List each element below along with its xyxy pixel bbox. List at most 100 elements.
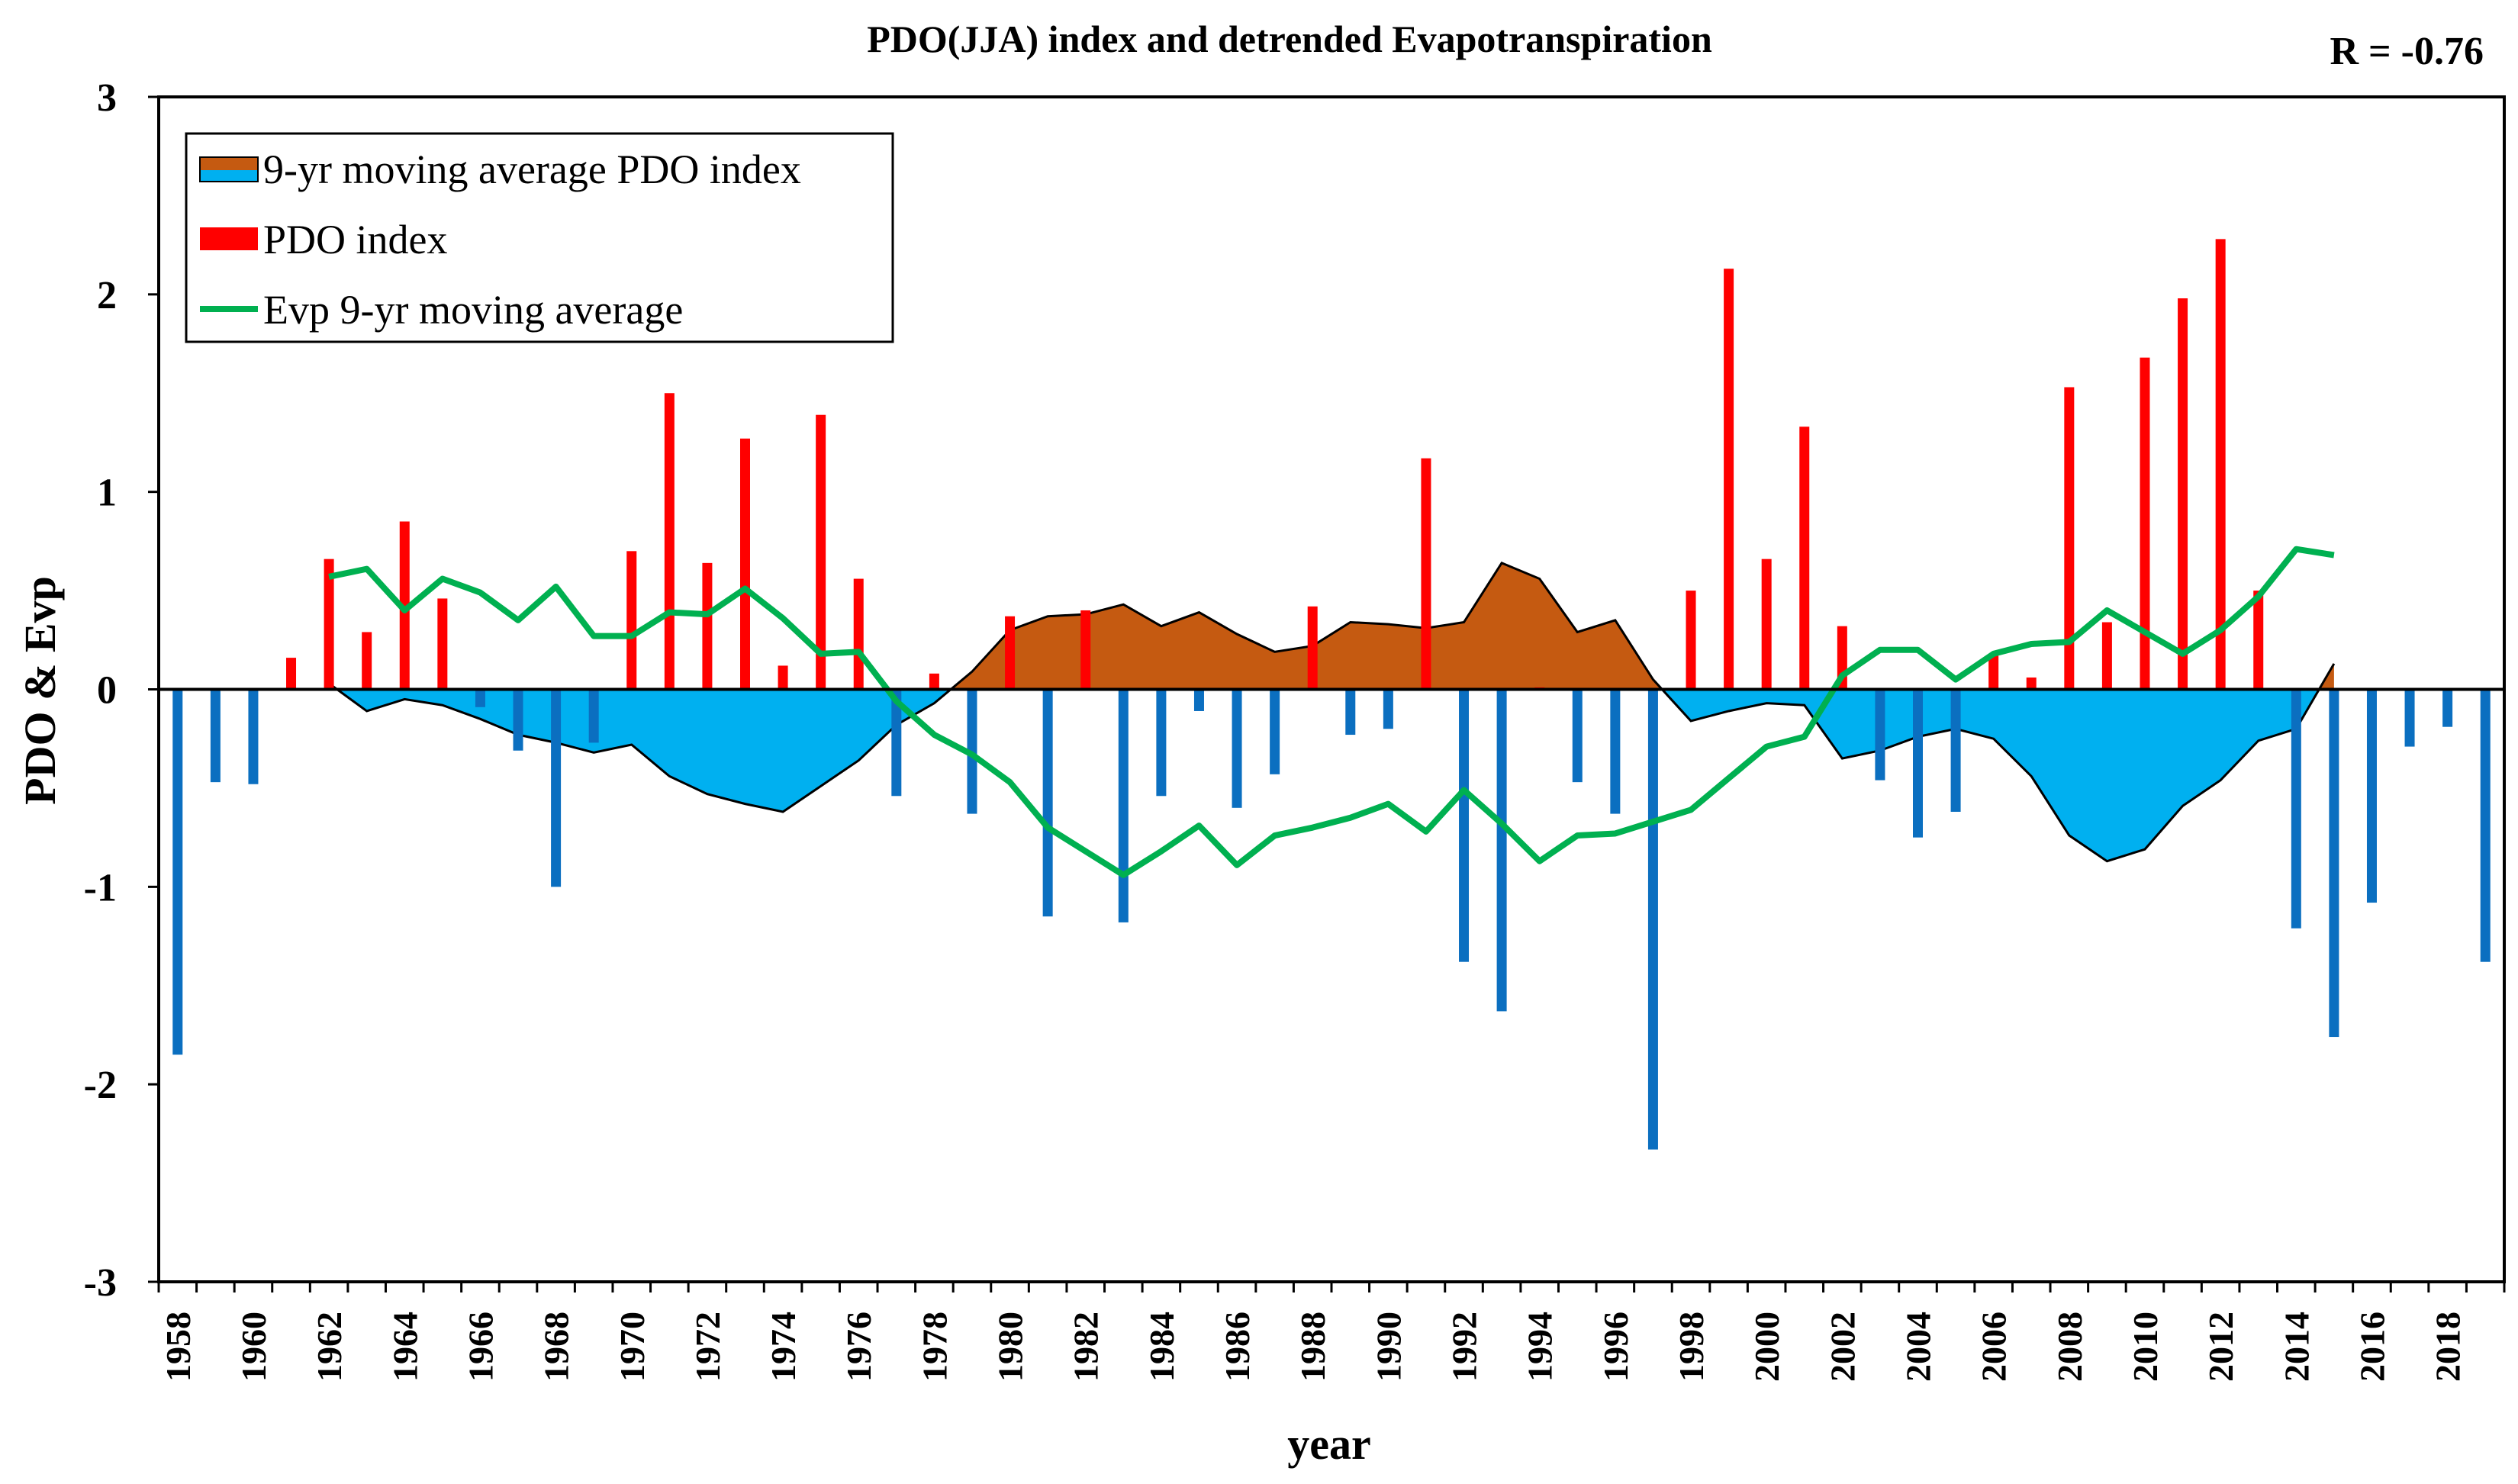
x-tick-label: 1978 [915,1312,954,1382]
pdo-bar-1997 [1647,689,1658,1150]
x-tick-label: 1986 [1218,1312,1257,1382]
y-tick-label: -2 [84,1064,117,1107]
pdo-bar-2009 [2101,622,2112,690]
pdo-bar-1977 [891,689,902,797]
pdo-bar-1992 [1459,689,1470,962]
pdo-bar-1970 [626,551,637,690]
pdo-bar-2004 [1913,689,1923,838]
y-ticks: 3 2 1 0 -1 -2 -3 [84,76,159,1305]
pdo-bar-1985 [1193,689,1204,711]
y-axis-title: PDO & Evp [15,576,65,805]
pdo-bar-1982 [1080,610,1091,690]
pdo-bar-1966 [475,689,485,707]
pdo-bar-1973 [740,438,750,690]
x-tick-label: 2018 [2429,1312,2468,1382]
x-tick-label: 1984 [1142,1312,1181,1382]
pdo-bar-2015 [2329,689,2339,1038]
pdo-bar-1999 [1724,269,1734,690]
pdo-bar-2012 [2215,239,2226,690]
pdo-bar-1987 [1270,689,1280,774]
x-tick-label: 2004 [1899,1312,1938,1382]
legend-box [185,132,894,343]
pdo-bar-1967 [513,689,523,751]
pdo-bar-1983 [1118,689,1129,922]
x-tick-label: 1998 [1672,1312,1711,1382]
ma-negative-area [329,689,2334,861]
pdo-bar-1968 [551,689,562,887]
y-tick-label: -1 [84,866,117,909]
x-tick-label: 1982 [1067,1312,1106,1382]
x-tick-label: 1972 [688,1312,727,1382]
y-tick-label: 3 [97,76,117,120]
pdo-bar-2007 [2026,677,2037,690]
x-tick-label: 1958 [159,1312,198,1382]
pdo-bar-1980 [1005,616,1016,690]
x-tick-label: 2000 [1747,1312,1786,1382]
pdo-bar-1976 [853,578,864,690]
pdo-bar-1972 [702,562,713,690]
x-tick-label: 1976 [839,1312,878,1382]
x-tick-label: 1970 [613,1312,652,1382]
pdo-bar-1962 [324,559,334,690]
pdo-bars [172,239,2491,1150]
pdo-bar-1969 [588,689,599,743]
moving-average-area [328,561,2336,863]
legend-swatch-pdo-index [200,227,258,250]
x-axis-title: year [1287,1419,1371,1469]
pdo-bar-2000 [1761,559,1772,690]
pdo-bar-1990 [1383,689,1393,729]
pdo-bar-2014 [2291,689,2301,929]
x-tick-label: 1996 [1596,1312,1635,1382]
ma-positive-area [329,562,2334,690]
pdo-bar-1974 [778,665,788,690]
pdo-bar-1993 [1496,689,1507,1012]
pdo-bar-1989 [1345,689,1356,736]
pdo-bar-1991 [1421,458,1431,690]
pdo-bar-2010 [2140,357,2150,690]
pdo-bar-2013 [2253,591,2264,690]
pdo-bar-1965 [437,598,448,690]
correlation-annotation: R = -0.76 [2330,30,2484,73]
pdo-bar-1998 [1686,591,1696,690]
evp-line-layer [328,546,2335,878]
pdo-bar-2008 [2064,387,2075,690]
y-tick-label: -3 [84,1261,117,1305]
pdo-bar-2011 [2178,298,2188,690]
ma-outline [328,561,2336,863]
y-tick-label: 2 [97,274,117,317]
x-tick-label: 2016 [2352,1312,2391,1382]
x-tick-label: 2012 [2201,1312,2240,1382]
pdo-bar-1986 [1232,689,1242,808]
pdo-bar-2005 [1950,689,1961,812]
x-tick-label: 2010 [2126,1312,2165,1382]
chart-title: PDO(JJA) index and detrended Evapotransp… [867,18,1712,60]
legend-label-pdo-index: PDO index [263,217,448,262]
pdo-bar-2003 [1875,689,1885,781]
x-tick-label: 2008 [2050,1312,2089,1382]
x-tick-label: 1994 [1521,1312,1560,1382]
pdo-bar-1996 [1610,689,1621,814]
pdo-bar-2016 [2366,689,2377,903]
pdo-bar-1959 [210,689,221,783]
pdo-bar-1963 [362,632,372,690]
evp-line [328,546,2335,878]
pdo-bar-1958 [172,689,183,1055]
pdo-bar-1964 [399,521,410,690]
x-tick-label: 1968 [537,1312,576,1382]
pdo-bar-2019 [2480,689,2491,962]
pdo-bar-1975 [816,414,826,690]
x-tick-label: 1990 [1369,1312,1408,1382]
pdo-bar-1960 [248,689,259,784]
legend: 9-yr moving average PDO index PDO index … [185,132,894,343]
x-tick-label: 1964 [385,1312,424,1382]
pdo-bar-1978 [929,673,939,690]
x-tick-label: 2006 [1975,1312,2014,1382]
y-tick-label: 0 [97,669,117,713]
y-tick-label: 1 [97,472,117,515]
pdo-bar-2018 [2442,689,2453,727]
pdo-bar-2017 [2404,689,2415,747]
legend-label-evp: Evp 9-yr moving average [263,287,683,333]
x-tick-label: 1980 [991,1312,1030,1382]
pdo-bar-1971 [664,393,675,690]
